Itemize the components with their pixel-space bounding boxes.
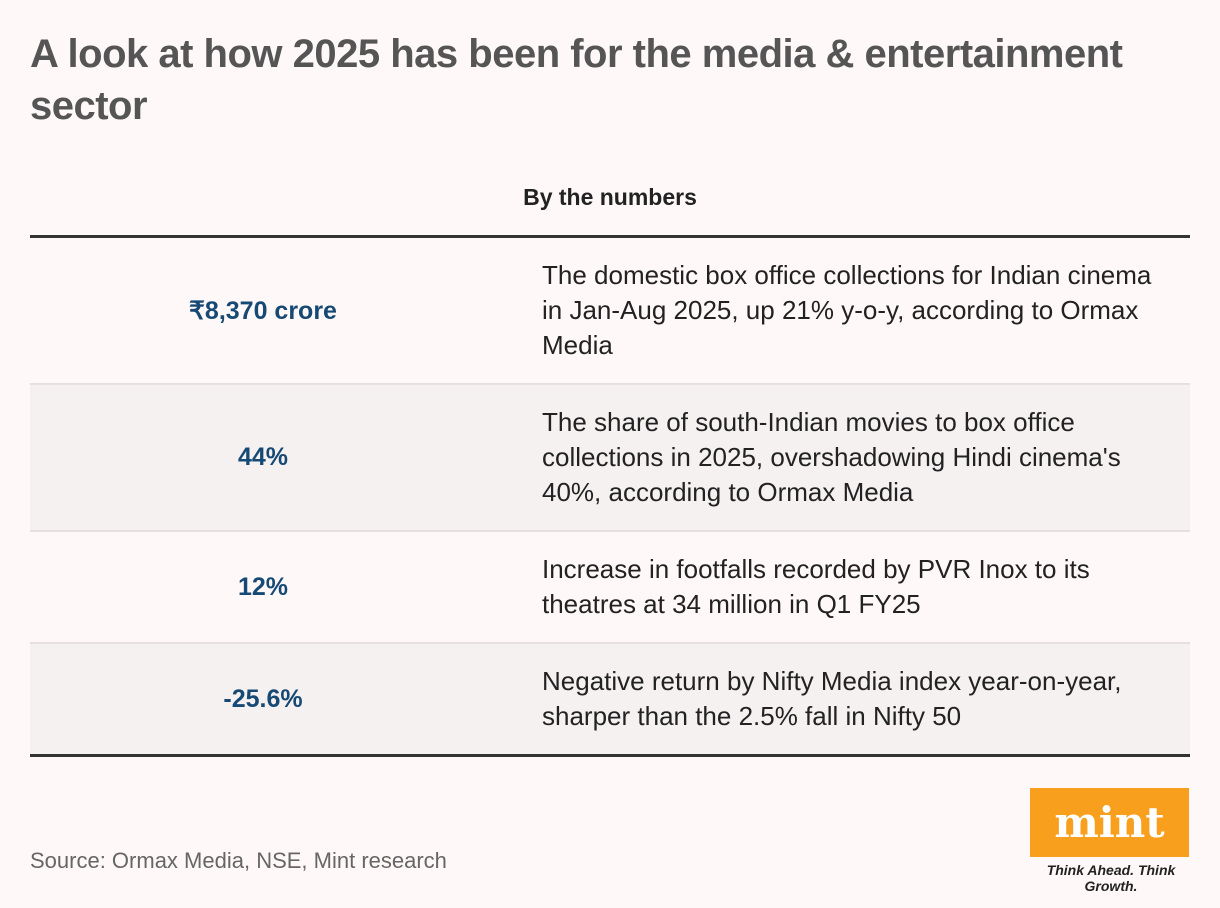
row-description: The share of south-Indian movies to box … bbox=[542, 407, 1121, 507]
row-description: Negative return by Nifty Media index yea… bbox=[542, 666, 1122, 731]
row-description: Increase in footfalls recorded by PVR In… bbox=[542, 554, 1090, 619]
table-row: 44% The share of south-Indian movies to … bbox=[30, 384, 1190, 531]
row-value: ₹8,370 crore bbox=[189, 296, 337, 325]
table-row: -25.6% Negative return by Nifty Media in… bbox=[30, 643, 1190, 756]
numbers-table: ₹8,370 crore The domestic box office col… bbox=[30, 235, 1190, 757]
row-value: -25.6% bbox=[223, 684, 303, 713]
mint-logo: mint bbox=[1030, 788, 1189, 857]
row-description: The domestic box office collections for … bbox=[542, 260, 1152, 360]
table-row: ₹8,370 crore The domestic box office col… bbox=[30, 237, 1190, 384]
logo-tagline: Think Ahead. Think Growth. bbox=[1046, 862, 1176, 894]
row-value: 12% bbox=[237, 572, 289, 601]
table-subtitle: By the numbers bbox=[523, 184, 697, 210]
page-title: A look at how 2025 has been for the medi… bbox=[30, 32, 1123, 128]
table-row: 12% Increase in footfalls recorded by PV… bbox=[30, 531, 1190, 643]
row-value: 44% bbox=[237, 443, 289, 471]
source-note: Source: Ormax Media, NSE, Mint research bbox=[30, 848, 447, 873]
